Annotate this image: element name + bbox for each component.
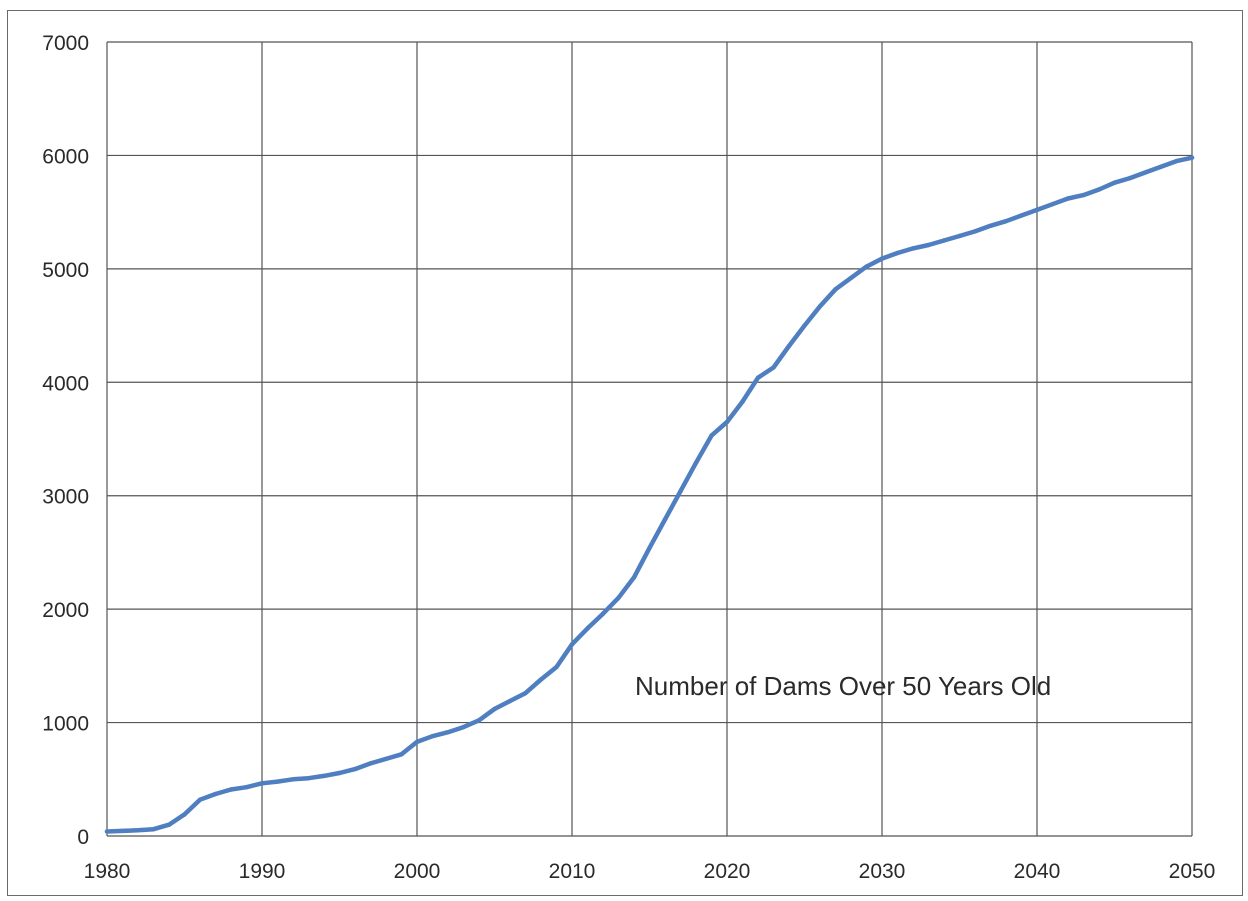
data-point [290,777,296,782]
y-tick-label: 6000 [42,145,89,168]
data-point [1112,180,1117,185]
data-point [1174,158,1179,164]
data-point [693,460,699,465]
annotations: Number of Dams Over 50 Years Old [635,671,1051,701]
data-point [476,718,482,723]
data-point [244,785,249,790]
x-tick-label: 2030 [859,860,906,883]
data-point [895,250,900,256]
data-point [631,575,637,580]
data-point [182,812,187,817]
data-point [817,304,823,309]
data-point [740,399,745,404]
data-point [647,545,652,551]
y-tick-label: 5000 [42,259,89,282]
data-point [383,756,389,762]
data-point [151,827,156,832]
data-point [879,256,885,261]
data-point [662,517,668,522]
y-tick-label: 4000 [42,372,89,395]
data-point [1019,213,1024,218]
series-line [104,155,1195,834]
data-point [616,595,621,600]
data-point [802,323,807,328]
data-point [1081,192,1086,198]
data-point [445,730,451,735]
data-point [848,275,854,281]
data-point [166,822,172,827]
data-point [135,828,141,833]
data-point [941,238,947,243]
data-point [1034,207,1040,213]
data-point [523,690,528,696]
axis-ticks: 1980 1990 2000 2010 2020 2030 2040 2050 0 1000 200… [42,32,1215,883]
data-point [585,626,590,631]
annotation-label: Number of Dams Over 50 Years Old [635,671,1051,701]
data-point [771,365,776,370]
x-tick-label: 2000 [394,860,441,883]
data-point [678,489,683,494]
data-point [1189,155,1195,160]
grid [106,41,1193,837]
x-tick-label: 2040 [1014,860,1061,883]
data-point [1143,170,1148,175]
x-tick-label: 2020 [704,860,751,883]
data-point [259,781,265,786]
data-point [538,677,544,682]
data-point [926,242,931,248]
data-point [1050,202,1055,207]
x-tick-label: 2050 [1169,860,1216,883]
data-point [554,664,559,670]
data-point [1127,175,1133,181]
series-layer [104,155,1195,834]
data-point [988,223,993,228]
data-point [399,752,404,757]
data-point [972,229,978,234]
x-tick-label: 2010 [549,860,596,883]
y-tick-label: 2000 [42,599,89,622]
data-point [430,734,435,739]
data-point [957,233,962,239]
data-point [197,797,203,802]
data-point [321,773,327,779]
data-point [352,766,358,772]
data-point [833,287,838,292]
data-point [104,829,110,834]
data-point [507,698,513,704]
y-tick-label: 1000 [42,713,89,736]
y-tick-label: 3000 [42,486,89,509]
data-point [1065,196,1071,201]
data-point [724,419,730,425]
data-point [864,264,869,269]
data-point [228,787,234,792]
x-tick-label: 1980 [84,860,131,883]
data-point [755,375,761,380]
data-point [910,246,916,251]
data-point [213,791,218,797]
series-points [104,155,1195,834]
data-point [414,739,420,745]
data-point [569,642,575,647]
data-point [600,611,606,616]
data-point [492,706,497,712]
data-point [120,828,125,834]
y-tick-label: 0 [77,826,89,849]
data-point [275,779,280,784]
data-point [1096,187,1102,192]
x-tick-label: 1990 [239,860,286,883]
data-point [1003,219,1009,224]
y-tick-label: 7000 [42,32,89,55]
data-point [1158,164,1164,169]
data-point [461,724,466,730]
data-point [368,761,373,766]
data-point [306,776,311,781]
data-point [709,433,714,438]
data-point [786,343,792,349]
data-point [337,770,342,776]
